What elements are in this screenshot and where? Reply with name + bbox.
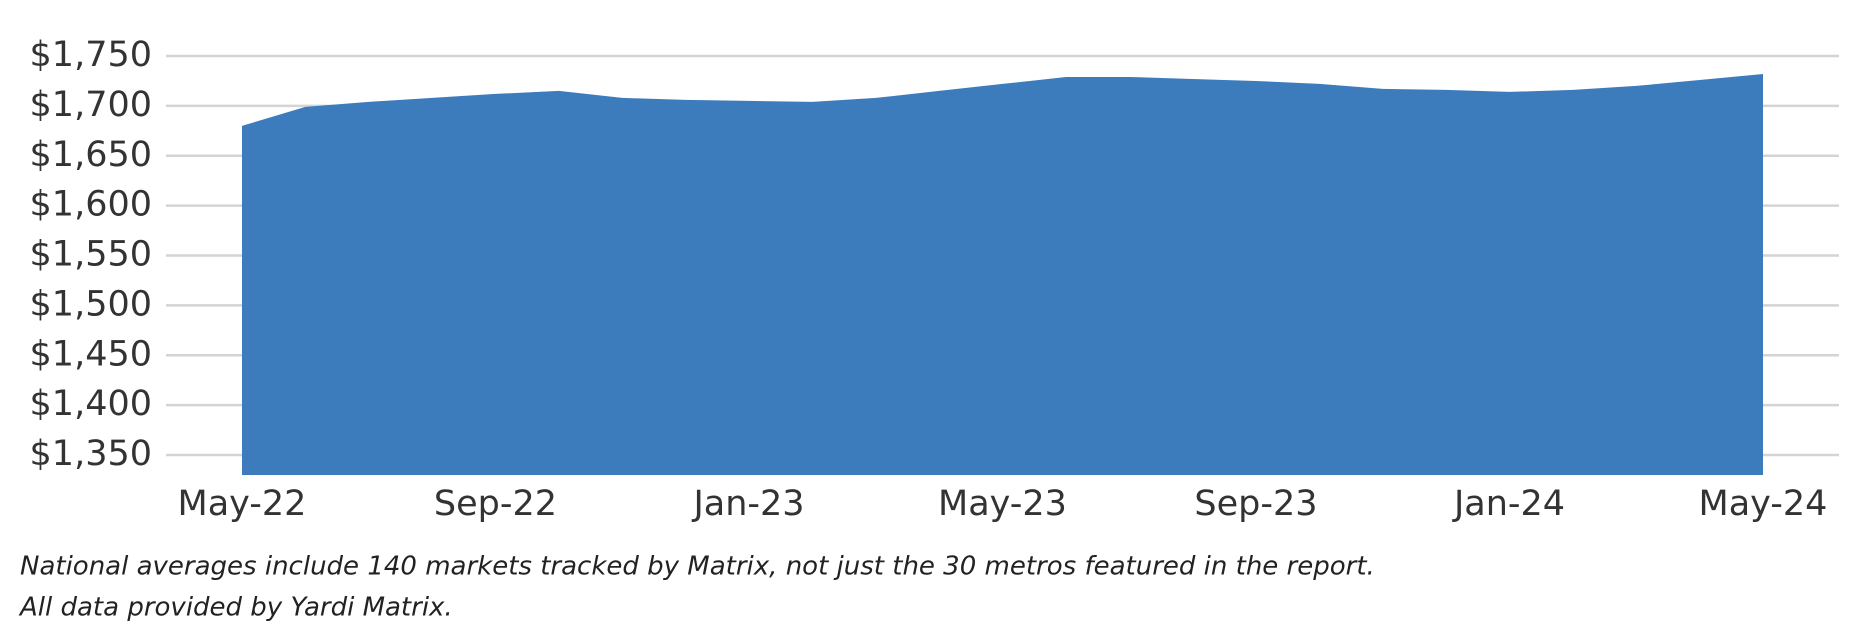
y-tick-label: $1,450 [30,334,152,374]
x-tick-label: Jan-23 [691,484,804,524]
y-tick-label: $1,550 [30,235,152,275]
x-tick-label: May-23 [938,484,1067,524]
x-tick-label: Jan-24 [1452,484,1565,524]
x-tick-label: Sep-22 [434,484,557,524]
note: All data provided by Yardi Matrix. [18,593,453,623]
x-tick-label: May-22 [178,484,307,524]
y-tick-label: $1,400 [30,384,152,424]
x-tick-label: May-24 [1699,484,1828,524]
y-tick-label: $1,350 [30,434,152,474]
note: National averages include 140 markets tr… [20,552,1375,582]
y-tick-label: $1,650 [30,135,152,175]
y-tick-label: $1,750 [30,35,152,75]
x-tick-label: Sep-23 [1194,484,1317,524]
area [242,73,1763,475]
y-tick-label: $1,700 [30,85,152,125]
y-tick-label: $1,600 [30,185,152,225]
y-tick-label: $1,500 [30,284,152,324]
